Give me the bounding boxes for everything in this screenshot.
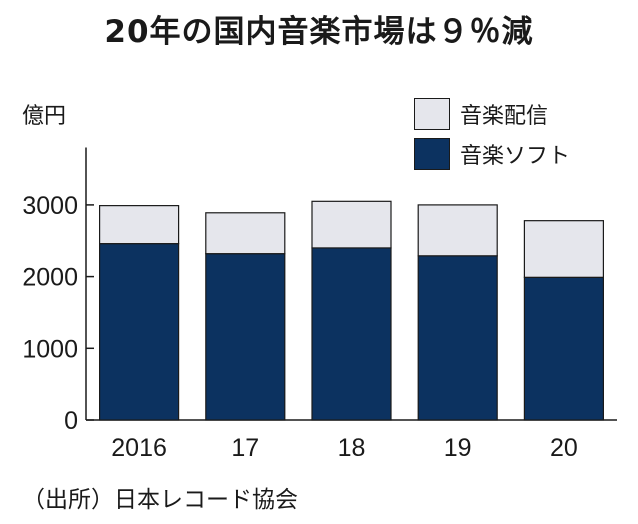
x-tick-label: 17	[231, 434, 259, 462]
bar-segment-soft	[311, 247, 392, 421]
bar-segment-soft	[523, 276, 605, 421]
bar-segment-distribution	[523, 220, 605, 278]
y-tick-label: 1000	[22, 335, 78, 363]
x-tick-label: 2016	[111, 434, 167, 462]
bar-segment-distribution	[98, 205, 180, 245]
bar-segment-distribution	[205, 212, 286, 255]
x-tick-label: 20	[550, 434, 578, 462]
bar-segment-soft	[205, 253, 286, 421]
x-tick-label: 18	[338, 434, 366, 462]
chart-title: 20年の国内音楽市場は９％減	[104, 14, 534, 50]
legend-swatch-soft	[414, 138, 450, 170]
bar-segment-soft	[417, 255, 498, 421]
legend-swatch-distribution	[414, 98, 450, 130]
legend-label-soft: 音楽ソフト	[460, 144, 571, 169]
bar-segment-distribution	[311, 200, 392, 249]
x-tick-label: 19	[444, 434, 472, 462]
bar-segment-soft	[98, 243, 180, 421]
y-tick-label: 0	[64, 407, 78, 435]
source-note: （出所）日本レコード協会	[22, 487, 298, 513]
y-axis-unit-label: 億円	[22, 104, 67, 129]
legend-item-distribution: 音楽配信	[414, 98, 548, 130]
y-tick-label: 3000	[22, 192, 78, 220]
legend-item-soft: 音楽ソフト	[414, 138, 570, 170]
bar-segment-distribution	[417, 204, 498, 257]
legend-label-distribution: 音楽配信	[460, 104, 549, 129]
y-tick-label: 2000	[22, 264, 78, 292]
